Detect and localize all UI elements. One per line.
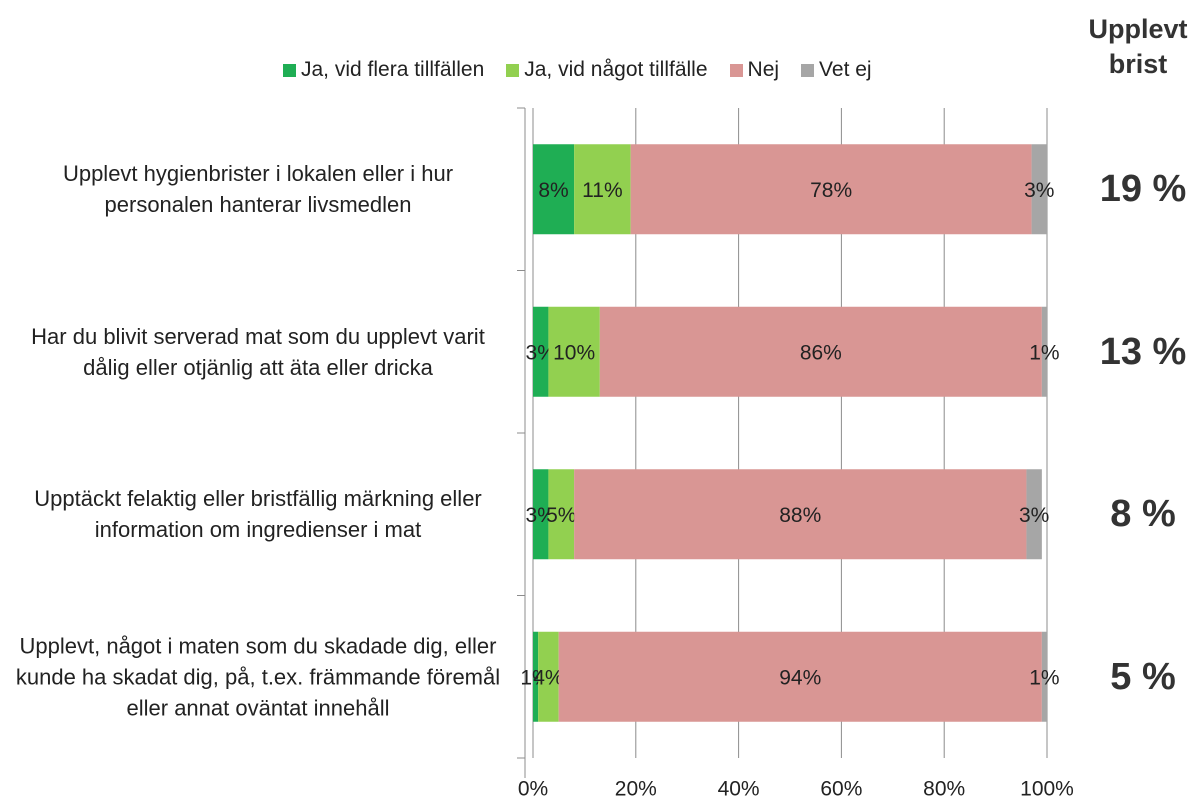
bar-segment xyxy=(533,631,539,722)
bar-segment xyxy=(574,144,631,235)
bar-segment xyxy=(599,306,1042,397)
legend-item: Vet ej xyxy=(801,58,872,82)
x-tick-label: 80% xyxy=(923,778,965,801)
side-header: Upplevt brist xyxy=(1088,14,1188,79)
bar-segment xyxy=(1031,144,1047,235)
category-label: Upplevt, något i maten som du skadade di… xyxy=(15,633,501,721)
bar-segment xyxy=(548,306,600,397)
bar-segment xyxy=(630,144,1032,235)
x-tick-label: 60% xyxy=(820,778,862,801)
data-label: 10% xyxy=(553,341,595,364)
x-tick-label: 0% xyxy=(518,778,548,801)
data-label: 3% xyxy=(526,341,556,364)
bar-segment xyxy=(1026,469,1042,560)
side-label: 19 % xyxy=(1099,168,1187,211)
legend-label: Vet ej xyxy=(819,58,872,81)
bar-segment xyxy=(1041,631,1047,722)
legend-label: Nej xyxy=(747,58,780,81)
data-label: 78% xyxy=(810,179,852,202)
bar-segment xyxy=(548,469,575,560)
category-label: Upplevt hygienbrister i lokalen eller i … xyxy=(62,161,454,218)
legend-swatch xyxy=(506,63,520,77)
bar-segment xyxy=(558,631,1042,722)
legend-swatch xyxy=(283,63,296,77)
x-tick-label: 40% xyxy=(718,778,760,801)
side-label: 8 % xyxy=(1110,493,1176,536)
data-label: 3% xyxy=(526,504,556,527)
data-label: 5% xyxy=(546,504,576,527)
data-label: 94% xyxy=(779,666,821,689)
bar-segment xyxy=(538,631,559,722)
data-label: 1% xyxy=(1029,666,1059,689)
side-label: 5 % xyxy=(1110,655,1176,698)
data-label: 8% xyxy=(538,179,568,202)
category-label: Upptäckt felaktig eller bristfällig märk… xyxy=(34,486,482,543)
bar-segment xyxy=(533,469,549,560)
data-label: 1% xyxy=(1029,341,1059,364)
data-label: 4% xyxy=(533,666,563,689)
data-label: 11% xyxy=(582,179,622,202)
side-label: 13 % xyxy=(1099,330,1187,373)
x-tick-label: 100% xyxy=(1020,778,1074,801)
bar-segment xyxy=(574,469,1027,560)
legend-label: Ja, vid flera tillfällen xyxy=(301,58,485,81)
category-label: Har du blivit serverad mat som du upplev… xyxy=(31,323,485,380)
legend-label: Ja, vid något tillfälle xyxy=(524,58,708,81)
data-label: 86% xyxy=(800,341,842,364)
legend-item: Ja, vid flera tillfällen xyxy=(283,58,484,82)
data-label: 88% xyxy=(779,504,821,527)
legend-swatch xyxy=(801,63,815,77)
data-label: 3% xyxy=(1019,504,1049,527)
legend-swatch xyxy=(729,63,743,77)
legend-item: Ja, vid något tillfälle xyxy=(506,58,708,82)
bar-segment xyxy=(533,306,549,397)
legend: Ja, vid flera tillfällen Ja, vid något ti… xyxy=(283,58,894,82)
bar-segment xyxy=(533,144,575,235)
x-tick-label: 20% xyxy=(615,778,657,801)
data-label: 3% xyxy=(1024,179,1054,202)
bar-segment xyxy=(1041,306,1047,397)
legend-item: Nej xyxy=(729,58,780,82)
